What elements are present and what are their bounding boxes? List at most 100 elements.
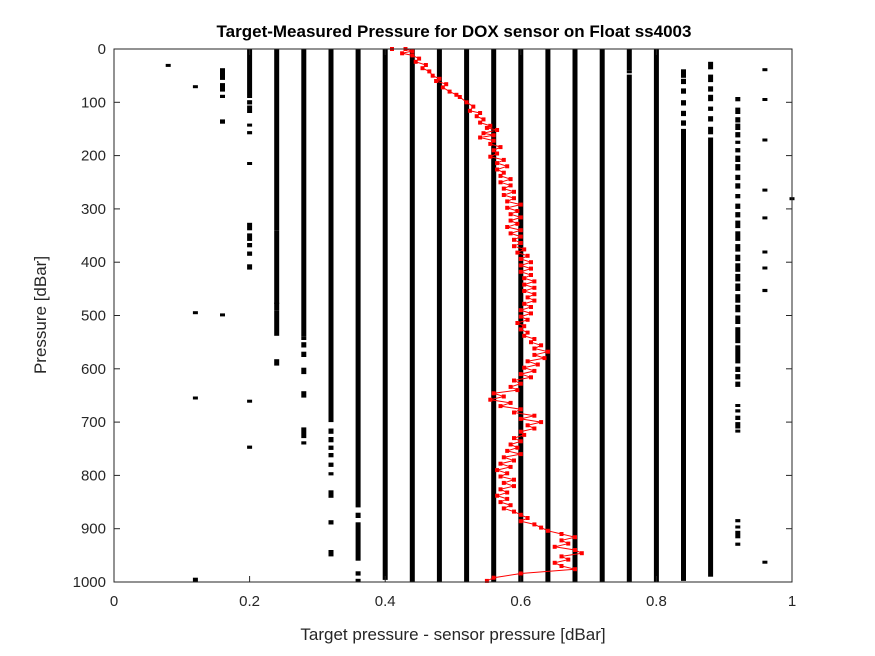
axes-frame xyxy=(113,48,793,583)
black-point-column-segment xyxy=(681,78,686,85)
red-point xyxy=(495,493,500,498)
red-point xyxy=(488,397,493,402)
black-point-column-segment xyxy=(762,560,768,564)
black-point-column-segment xyxy=(708,74,714,83)
black-point-column-segment xyxy=(735,327,741,344)
black-point-column-segment xyxy=(735,304,741,313)
red-point xyxy=(529,305,533,309)
black-point-column-segment xyxy=(735,519,741,523)
black-point-column-segment xyxy=(762,250,768,254)
black-point-column-segment xyxy=(681,88,686,94)
red-point xyxy=(454,92,459,97)
black-point-column-segment xyxy=(274,49,280,231)
red-point xyxy=(529,375,533,380)
red-point xyxy=(434,79,439,83)
black-point-column-segment xyxy=(735,123,741,130)
black-point-column-segment xyxy=(247,222,253,231)
red-point xyxy=(440,85,445,90)
black-point-column-segment xyxy=(192,577,198,582)
red-point xyxy=(518,571,523,576)
black-point-column-segment xyxy=(681,110,686,117)
red-point xyxy=(478,120,483,125)
black-point-column-segment xyxy=(708,61,714,70)
red-point xyxy=(488,141,493,146)
red-point xyxy=(518,452,523,457)
red-point xyxy=(518,439,523,444)
x-axis-label: Target pressure - sensor pressure [dBar] xyxy=(300,625,605,644)
red-point xyxy=(529,266,533,271)
red-point xyxy=(559,554,564,559)
black-point-column-segment xyxy=(735,174,741,181)
red-point xyxy=(515,250,520,255)
black-point-column-segment xyxy=(708,106,714,111)
black-point-column-segment xyxy=(735,404,741,407)
y-axis: 0 100 200 300 400 500 600 700 800 900 1000 xyxy=(73,41,792,591)
red-point xyxy=(495,167,500,172)
black-point-column-segment xyxy=(274,359,280,366)
red-point xyxy=(495,468,500,473)
red-point xyxy=(512,477,516,482)
black-point-column-segment xyxy=(274,302,280,311)
red-point xyxy=(498,487,503,492)
black-point-column-segment xyxy=(247,131,253,135)
red-point xyxy=(417,56,422,61)
red-point xyxy=(491,575,496,580)
red-point xyxy=(518,308,523,313)
black-point-column-segment xyxy=(735,194,741,199)
black-point-column-segment xyxy=(409,49,415,582)
black-point-column-segment xyxy=(626,70,632,74)
red-point xyxy=(515,388,520,393)
chart-title: Target-Measured Pressure for DOX sensor … xyxy=(217,22,692,41)
red-point xyxy=(512,458,516,463)
black-point-column-segment xyxy=(328,550,334,557)
red-point xyxy=(525,516,530,520)
black-point-column-segment xyxy=(708,116,714,122)
red-point xyxy=(512,196,516,201)
red-point xyxy=(495,151,500,156)
red-point xyxy=(498,461,503,466)
black-point-column-segment xyxy=(165,63,171,67)
red-point xyxy=(498,180,503,185)
red-point xyxy=(532,426,537,431)
red-point xyxy=(508,442,513,447)
red-point xyxy=(518,314,523,319)
red-point xyxy=(518,372,523,377)
red-point xyxy=(478,111,483,115)
red-point xyxy=(552,560,557,565)
black-point-column-segment xyxy=(247,251,253,256)
black-point-column-segment xyxy=(735,294,741,303)
red-point xyxy=(522,365,527,370)
red-point xyxy=(512,484,516,489)
black-point-column-segment xyxy=(708,86,714,92)
y-tick-label: 800 xyxy=(81,467,106,484)
black-point-column-segment xyxy=(681,120,686,126)
black-point-column-segment xyxy=(247,162,253,165)
red-point xyxy=(522,276,527,281)
red-point xyxy=(518,263,523,268)
black-point-column-segment xyxy=(301,342,307,348)
red-point xyxy=(542,356,547,361)
red-point xyxy=(532,279,537,284)
black-point-column-segment xyxy=(762,68,768,72)
black-point-column-segment xyxy=(762,98,768,101)
red-point xyxy=(518,202,523,207)
red-point xyxy=(515,445,520,450)
red-point xyxy=(518,234,523,239)
red-point xyxy=(491,138,496,143)
black-point-column-segment xyxy=(220,83,225,92)
red-point xyxy=(501,394,506,399)
x-tick-label: 0.8 xyxy=(646,593,667,610)
black-point-column-segment xyxy=(735,415,741,420)
red-point xyxy=(518,407,523,412)
black-point-column-segment xyxy=(247,264,253,270)
red-point xyxy=(512,244,516,249)
black-point-column-segment xyxy=(762,288,768,293)
red-point xyxy=(501,455,506,460)
axes-box xyxy=(113,48,793,583)
red-point xyxy=(566,557,571,562)
red-point xyxy=(508,183,513,188)
red-point xyxy=(501,186,506,191)
red-point xyxy=(491,391,496,396)
red-point xyxy=(498,404,503,409)
red-point xyxy=(474,114,479,119)
